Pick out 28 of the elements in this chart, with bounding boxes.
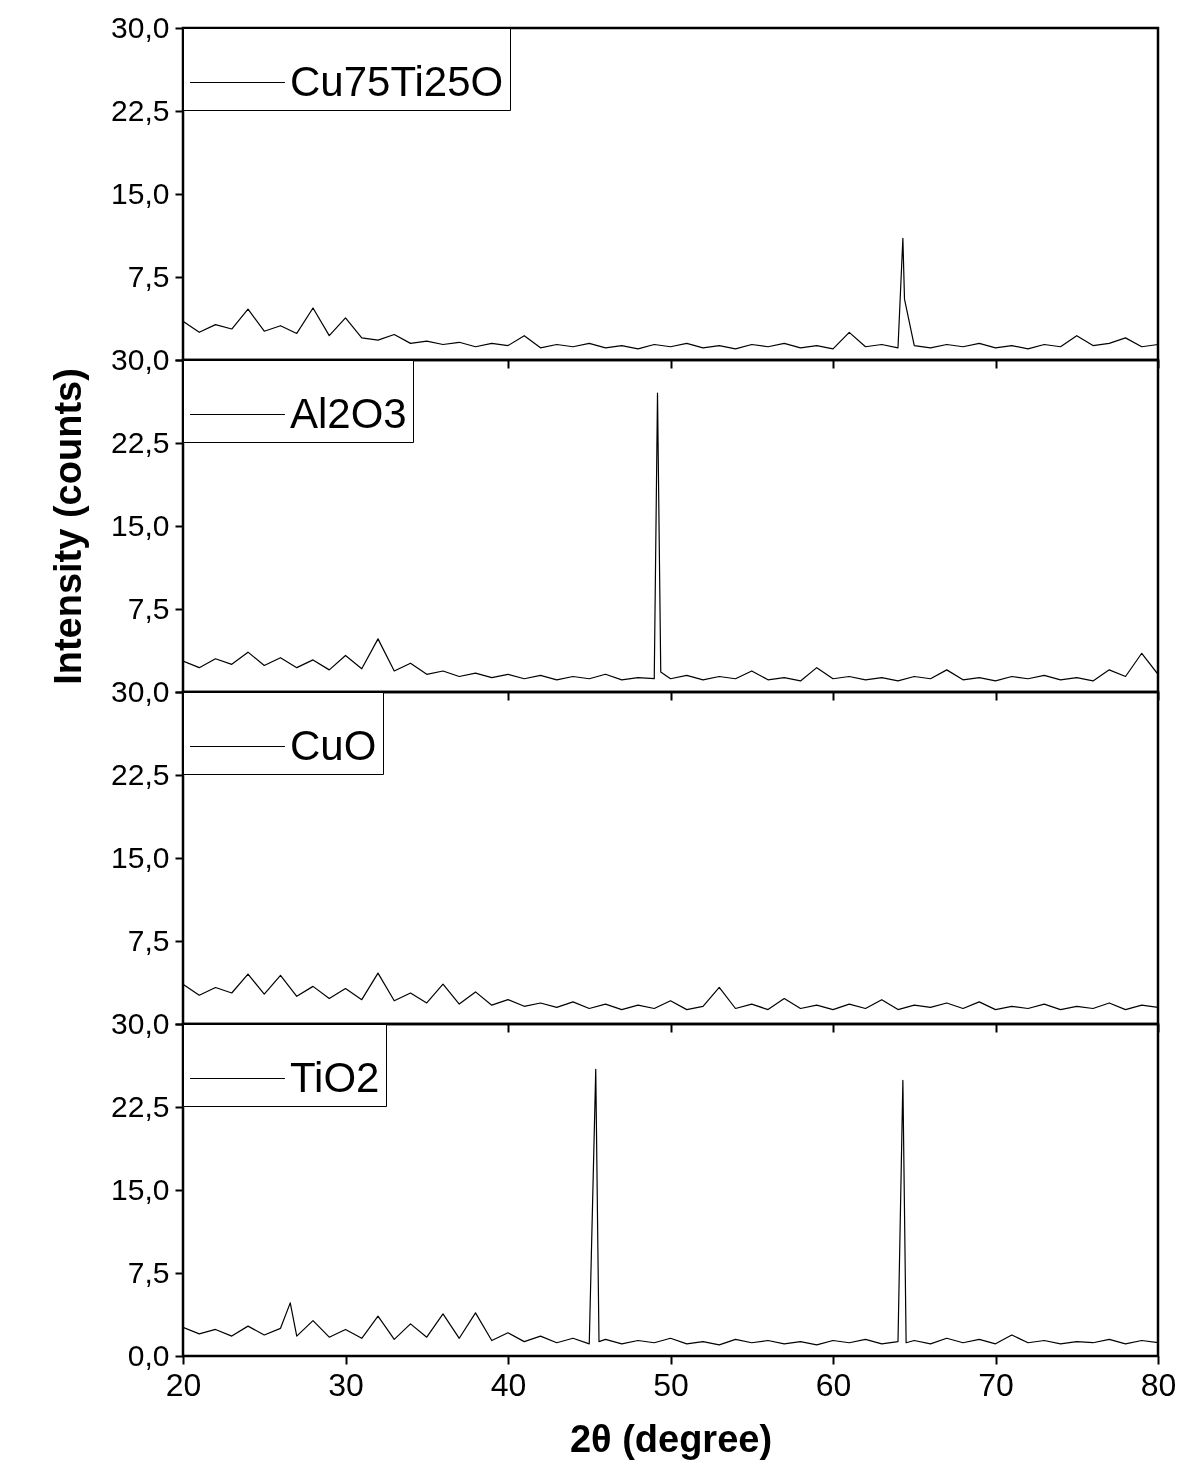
y-tick-label: 22,5 — [111, 1089, 170, 1123]
y-tick-label: 15,0 — [111, 840, 170, 874]
y-tick-label: 30,0 — [111, 10, 170, 44]
y-tick-label: 7,5 — [127, 1255, 170, 1289]
y-tick-label: 30,0 — [111, 1006, 170, 1040]
y-tick-label: 15,0 — [111, 1172, 170, 1206]
legend-label: Al2O3 — [290, 389, 407, 437]
x-tick-label: 60 — [815, 1366, 852, 1403]
y-tick-label: 15,0 — [111, 508, 170, 542]
legend-label: CuO — [290, 721, 377, 769]
legend-label: TiO2 — [290, 1053, 380, 1101]
y-tick-label: 22,5 — [111, 425, 170, 459]
x-tick-label: 80 — [1140, 1366, 1177, 1403]
x-axis-title: 2θ (degree) — [569, 1417, 773, 1460]
y-tick-label: 7,5 — [127, 259, 170, 293]
y-tick-label: 22,5 — [111, 93, 170, 127]
y-tick-label: 30,0 — [111, 342, 170, 376]
y-tick-label: 7,5 — [127, 591, 170, 625]
y-axis-title: Intensity (counts) — [47, 368, 90, 685]
legend-label: Cu75Ti25O — [290, 57, 504, 105]
x-tick-label: 30 — [328, 1366, 364, 1403]
x-tick-label: 40 — [490, 1366, 527, 1403]
y-tick-label: 30,0 — [111, 674, 170, 708]
x-tick-label: 70 — [978, 1366, 1014, 1403]
y-tick-label: 7,5 — [127, 923, 170, 957]
y-tick-label: 22,5 — [111, 757, 170, 791]
y-tick-label: 15,0 — [111, 176, 170, 210]
x-tick-label: 50 — [653, 1366, 689, 1403]
